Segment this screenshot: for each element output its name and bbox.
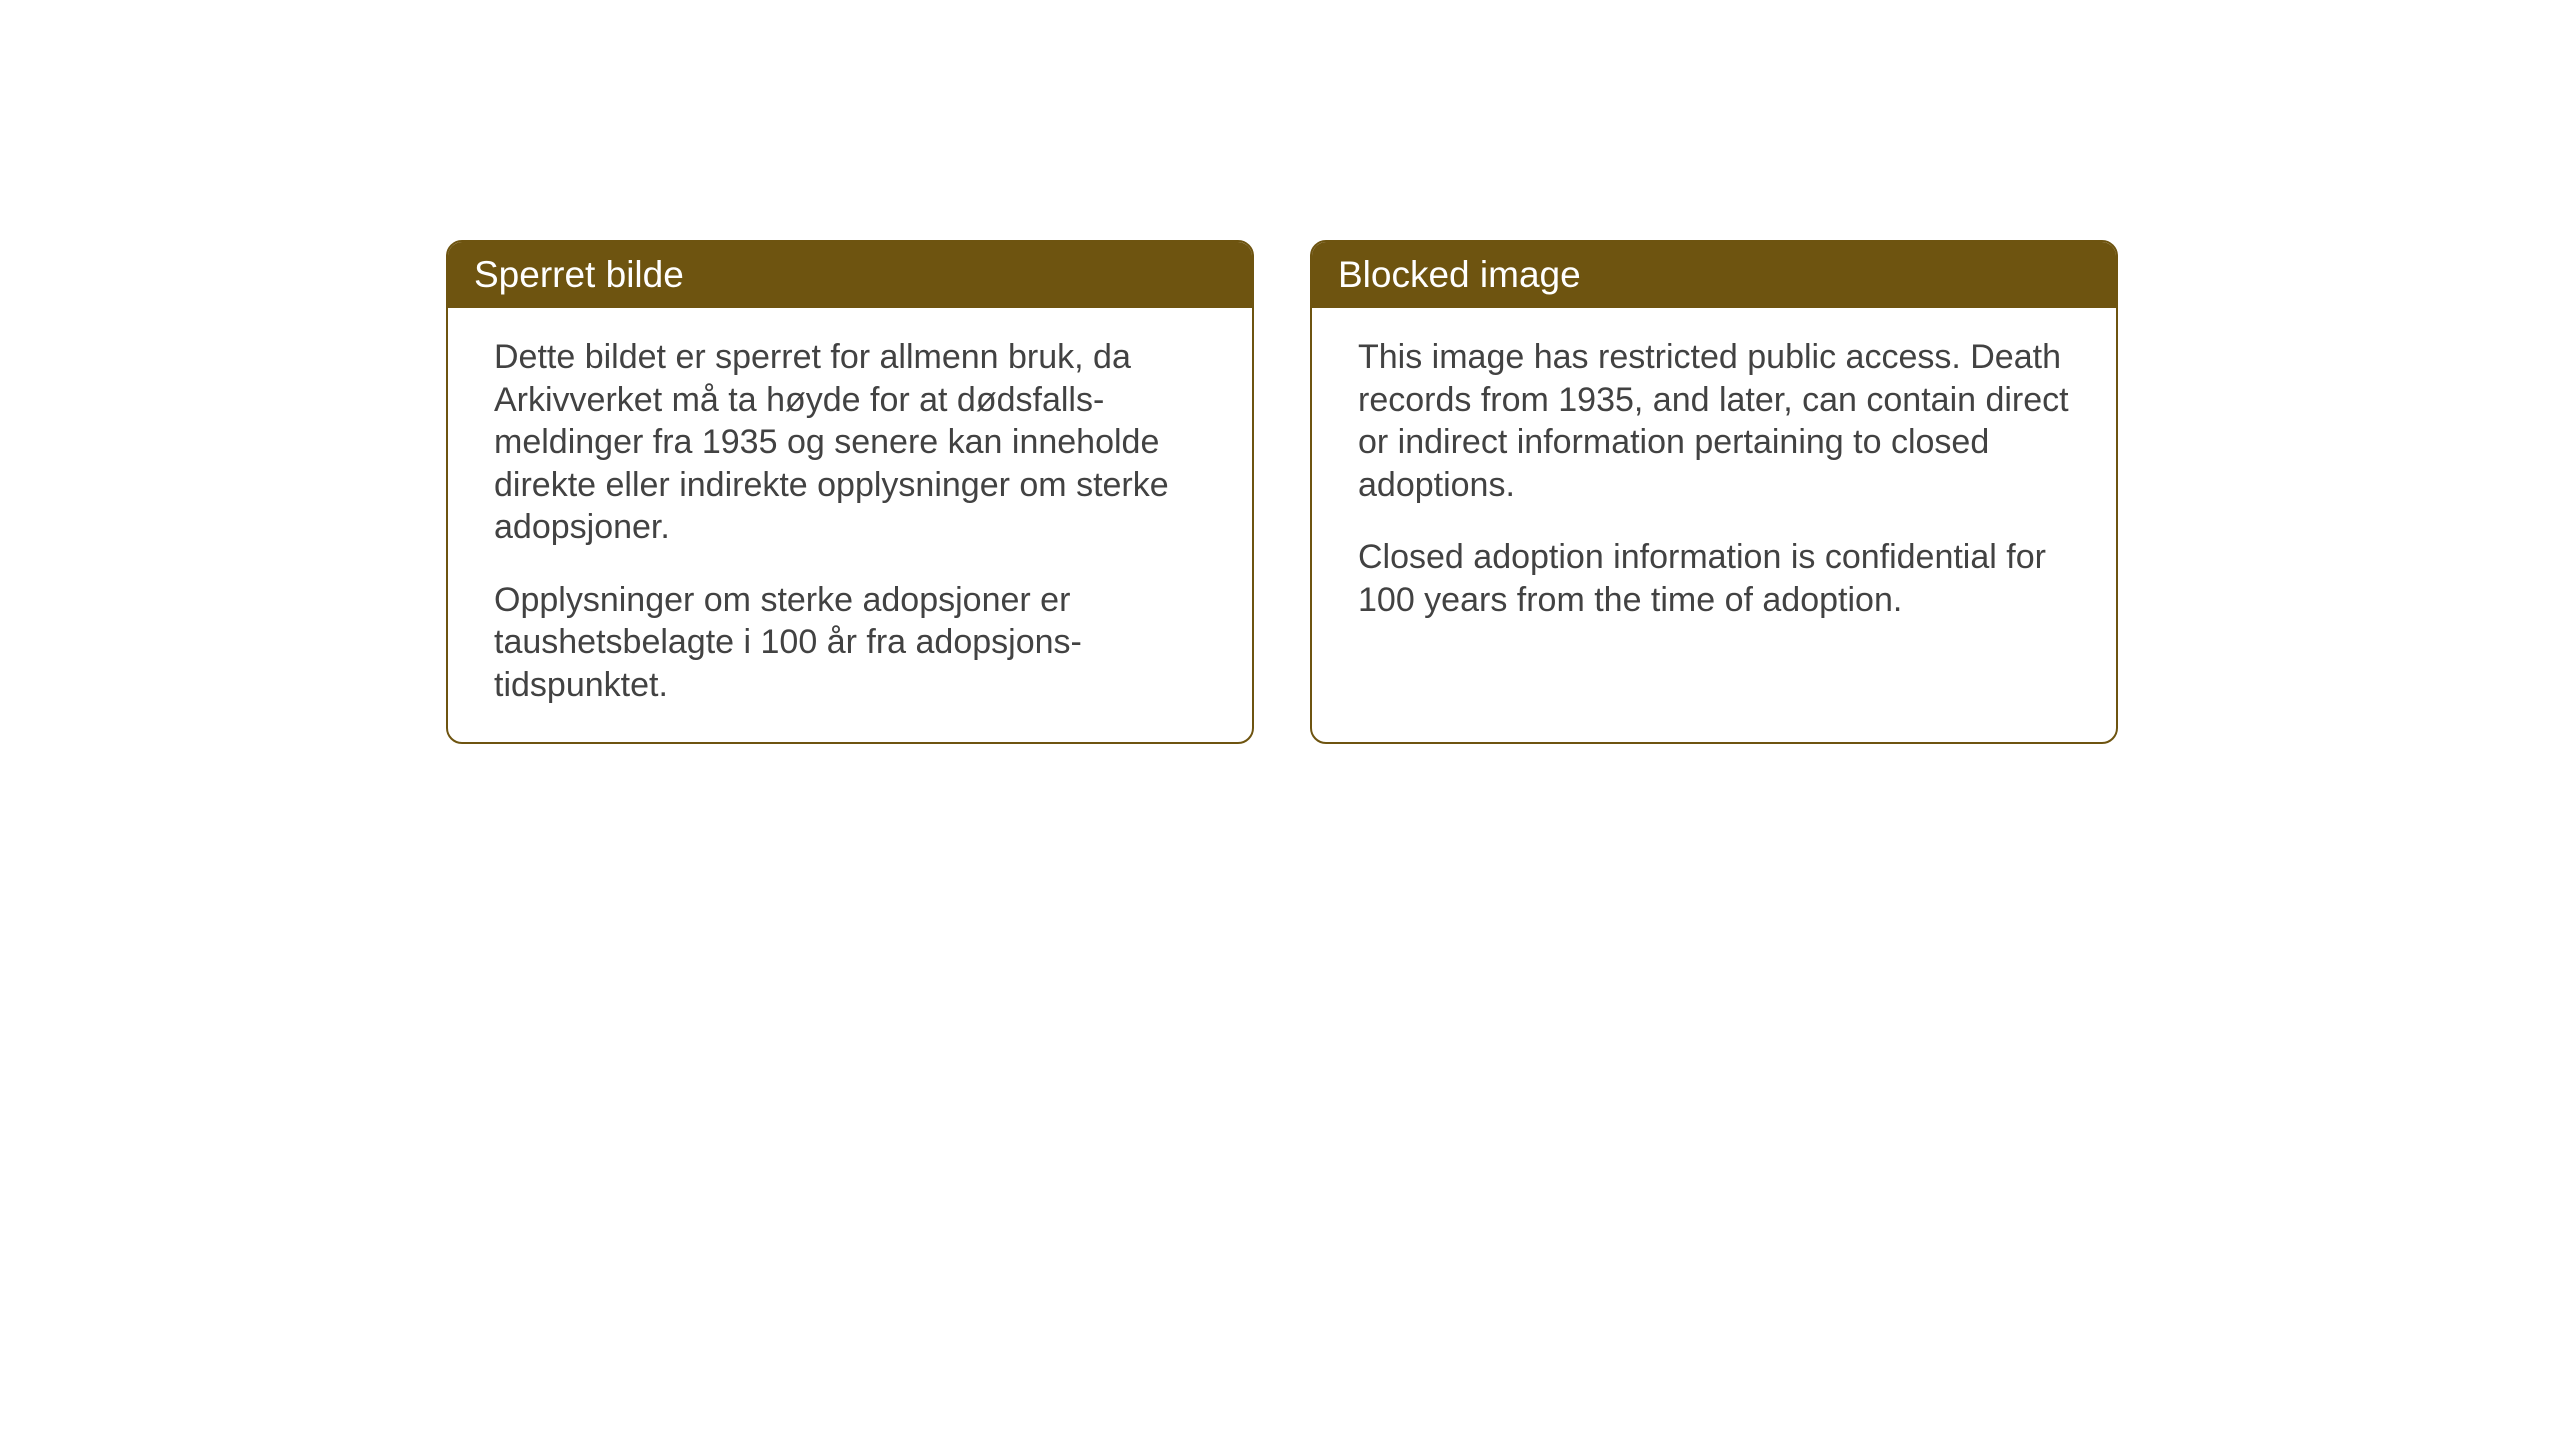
card-norwegian: Sperret bilde Dette bildet er sperret fo… (446, 240, 1254, 744)
card-paragraph-2-norwegian: Opplysninger om sterke adopsjoner er tau… (494, 579, 1206, 707)
card-header-norwegian: Sperret bilde (448, 242, 1252, 308)
card-body-norwegian: Dette bildet er sperret for allmenn bruk… (448, 308, 1252, 742)
card-paragraph-2-english: Closed adoption information is confident… (1358, 536, 2070, 621)
card-paragraph-1-norwegian: Dette bildet er sperret for allmenn bruk… (494, 336, 1206, 549)
card-english: Blocked image This image has restricted … (1310, 240, 2118, 744)
card-body-english: This image has restricted public access.… (1312, 308, 2116, 657)
card-paragraph-1-english: This image has restricted public access.… (1358, 336, 2070, 506)
card-title-norwegian: Sperret bilde (474, 254, 684, 295)
card-header-english: Blocked image (1312, 242, 2116, 308)
cards-container: Sperret bilde Dette bildet er sperret fo… (446, 240, 2118, 744)
card-title-english: Blocked image (1338, 254, 1581, 295)
